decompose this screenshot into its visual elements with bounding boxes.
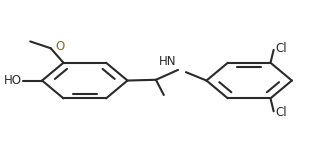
Text: HO: HO xyxy=(4,74,22,87)
Text: Cl: Cl xyxy=(275,106,287,119)
Text: O: O xyxy=(55,40,64,53)
Text: HN: HN xyxy=(159,55,176,68)
Text: Cl: Cl xyxy=(275,42,287,55)
